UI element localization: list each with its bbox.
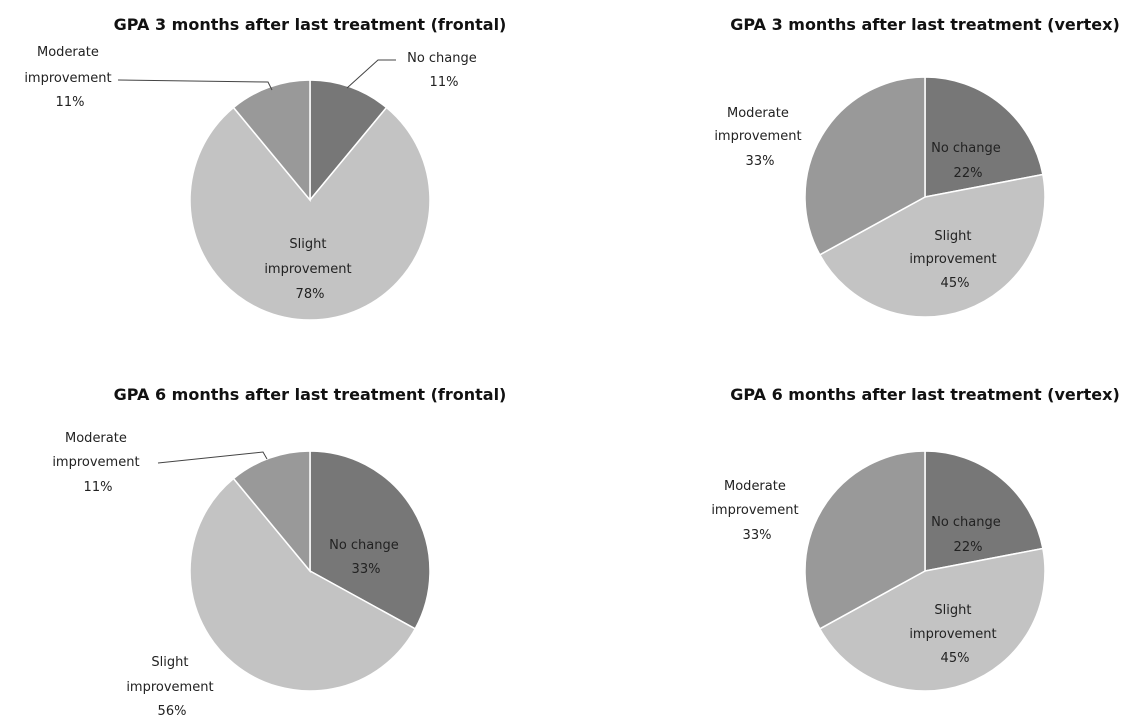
- slice-label-3m-frontal-slight: Slight improvement 78%: [264, 237, 355, 302]
- slice-label-3m-vertex-no-change: No change 22%: [931, 141, 1005, 181]
- pie-chart-6m-vertex: GPA 6 months after last treatment (verte…: [711, 385, 1120, 692]
- slice-label-3m-vertex-moderate: Moderate improvement 33%: [714, 106, 805, 169]
- slice-label-6m-vertex-moderate: Moderate improvement 33%: [711, 479, 802, 543]
- pie-chart-6m-frontal: GPA 6 months after last treatment (front…: [52, 385, 506, 719]
- slice-label-6m-frontal-no-change: No change 33%: [329, 538, 403, 577]
- pie-slice-6m-frontal-slight-improvement: [189, 477, 417, 692]
- leader-line-3m-frontal-moderate: [117, 79, 273, 91]
- chart-title-3m-frontal: GPA 3 months after last treatment (front…: [114, 15, 507, 34]
- chart-title-6m-vertex: GPA 6 months after last treatment (verte…: [730, 385, 1120, 404]
- pie-slice-3m-vertex-no-change: [924, 76, 1044, 198]
- pie-slice-3m-frontal-no-change: [309, 79, 388, 203]
- pie-slice-3m-vertex-moderate-improvement: [804, 76, 926, 256]
- pie-slice-3m-frontal-slight-improvement: [189, 106, 431, 321]
- pie-slices-6m-vertex: [804, 450, 1046, 692]
- pie-slice-6m-frontal-no-change: [309, 450, 431, 630]
- chart-title-6m-frontal: GPA 6 months after last treatment (front…: [114, 385, 507, 404]
- chart-title-3m-vertex: GPA 3 months after last treatment (verte…: [730, 15, 1120, 34]
- slice-label-6m-vertex-no-change: No change 22%: [931, 515, 1005, 555]
- pie-slice-6m-vertex-moderate-improvement: [804, 450, 926, 630]
- leader-line-6m-frontal-moderate: [157, 451, 268, 464]
- slice-label-3m-frontal-no-change: No change 11%: [407, 51, 481, 90]
- pie-slice-6m-vertex-no-change: [924, 450, 1044, 572]
- pie-chart-3m-vertex: GPA 3 months after last treatment (verte…: [714, 15, 1120, 318]
- slice-label-6m-frontal-slight: Slight improvement 56%: [126, 655, 217, 719]
- leader-line-3m-frontal-no-change: [346, 59, 396, 89]
- pie-slice-3m-vertex-slight-improvement: [818, 173, 1046, 318]
- slice-label-3m-frontal-moderate: Moderate improvement 11%: [24, 45, 115, 110]
- pie-chart-3m-frontal: GPA 3 months after last treatment (front…: [24, 15, 507, 321]
- pie-slice-6m-frontal-moderate-improvement: [232, 450, 311, 574]
- pie-slice-3m-frontal-moderate-improvement: [232, 79, 311, 203]
- pie-slice-6m-vertex-slight-improvement: [818, 547, 1046, 692]
- slice-label-6m-vertex-slight: Slight improvement 45%: [909, 603, 1000, 666]
- pie-slices-6m-frontal: [189, 450, 431, 692]
- slice-label-3m-vertex-slight: Slight improvement 45%: [909, 229, 1000, 291]
- slice-label-6m-frontal-moderate: Moderate improvement 11%: [52, 431, 143, 495]
- pie-slices-3m-frontal: [189, 79, 431, 321]
- pie-slices-3m-vertex: [804, 76, 1046, 318]
